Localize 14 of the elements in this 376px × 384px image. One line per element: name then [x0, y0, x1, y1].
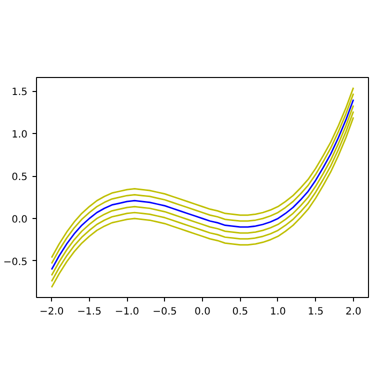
x-tick-label: 0.5	[232, 306, 248, 318]
y-tick-label: −0.5	[3, 256, 28, 268]
y-tick-label: 0.0	[12, 214, 28, 226]
x-tick-label: 2.0	[345, 306, 362, 318]
x-tick-label: 1.0	[270, 306, 286, 318]
x-tick-label: −1.0	[114, 306, 140, 318]
x-tick-label: −0.5	[152, 306, 177, 318]
x-tick-label: 0.0	[194, 306, 210, 318]
x-tick-label: −1.5	[77, 306, 102, 318]
x-tick-label: 1.5	[308, 306, 324, 318]
y-tick-label: 1.5	[12, 87, 28, 98]
y-tick-label: 1.0	[12, 130, 28, 141]
x-tick-label: −2.0	[39, 306, 64, 318]
y-tick-label: 0.5	[12, 172, 28, 184]
